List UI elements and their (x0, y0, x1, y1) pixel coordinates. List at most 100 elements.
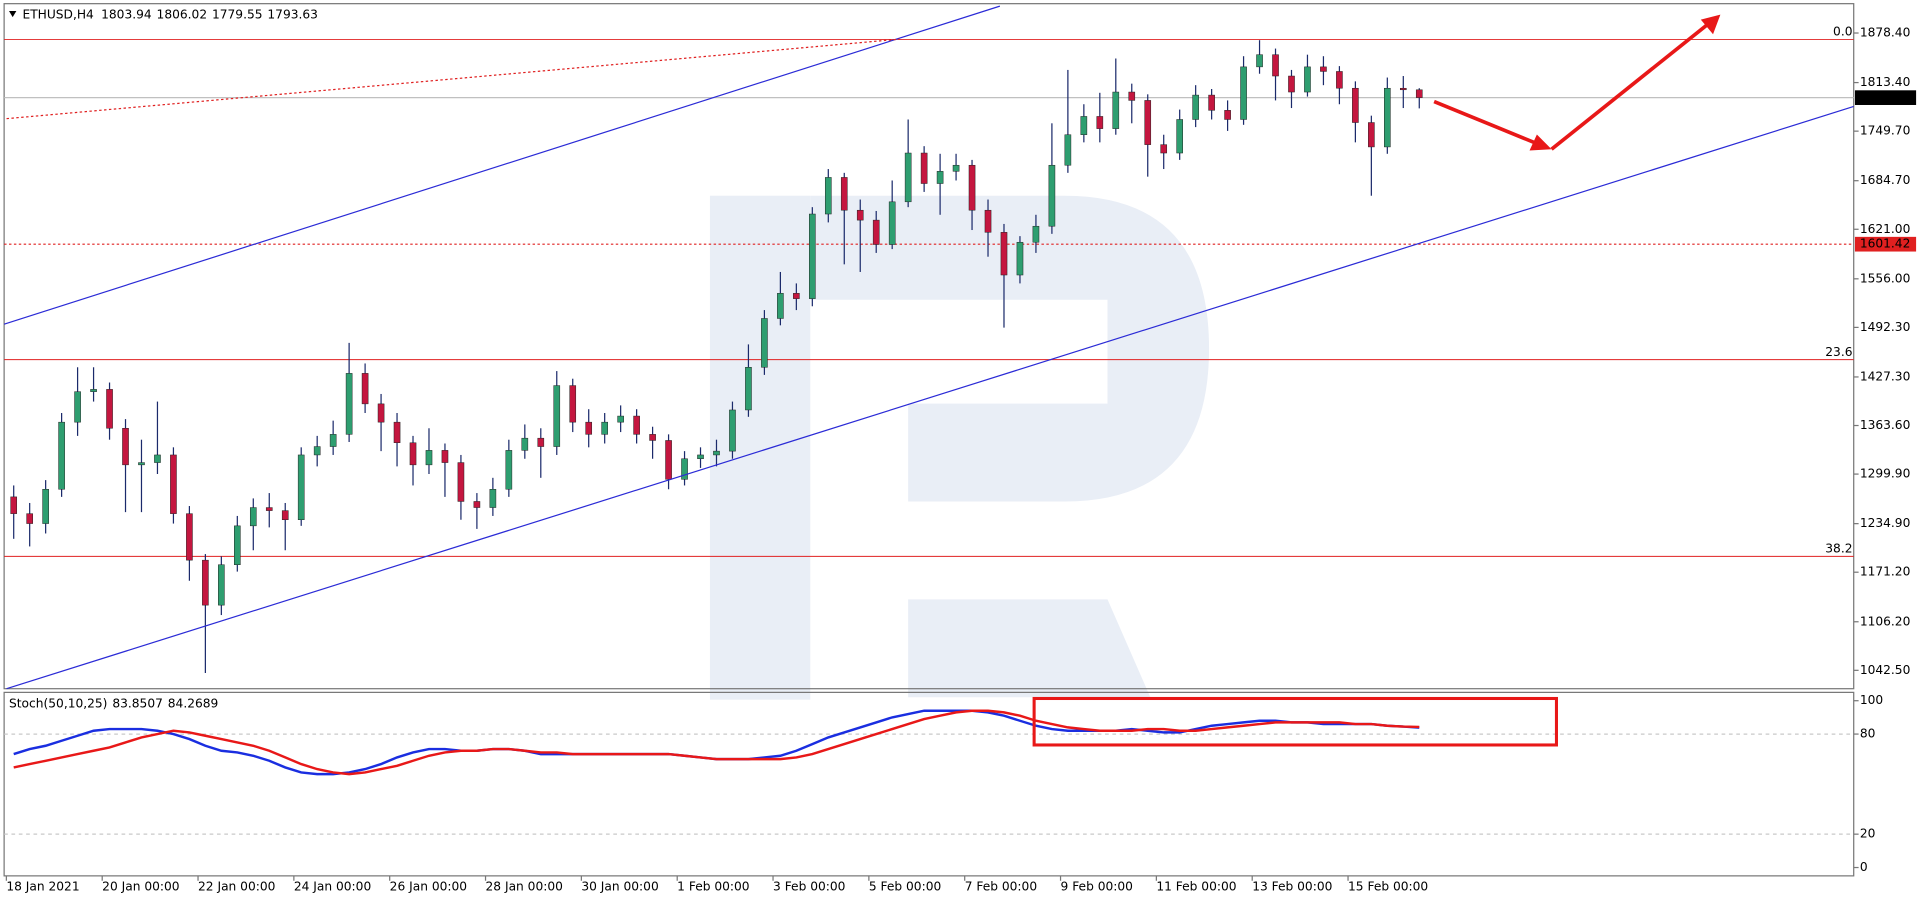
watermark-bowl (810, 195, 1210, 502)
highlight-box (1032, 696, 1558, 747)
candle-body (617, 415, 624, 423)
candle-body (106, 389, 113, 429)
x-tick-label: 28 Jan 00:00 (486, 879, 563, 893)
forecast-arrow-down (1433, 99, 1543, 148)
candle-body (1192, 94, 1199, 120)
candle-body (1224, 110, 1231, 120)
y-tick-label: 1171.20 (1860, 565, 1911, 579)
candle-body (1112, 91, 1120, 129)
candle-body (809, 213, 816, 299)
candle-body (234, 525, 241, 565)
header-low: 1779.55 (212, 7, 263, 21)
candle-body (1304, 66, 1311, 93)
x-tick-label: 15 Feb 00:00 (1348, 879, 1428, 893)
y-tick-label: 1749.70 (1860, 124, 1911, 138)
candle-body (553, 385, 561, 447)
y-tick-label: 1556.00 (1860, 271, 1911, 285)
candle-body (313, 446, 321, 456)
header-open: 1803.94 (101, 7, 152, 21)
candle-body (633, 415, 640, 435)
symbol: ETHUSD,H4 (22, 7, 94, 21)
candle-body (345, 373, 353, 435)
candle-body (569, 385, 577, 423)
candle-body (361, 373, 369, 405)
indicator-line (13, 709, 1420, 776)
candle-body (1352, 87, 1359, 123)
candle-body (1208, 94, 1215, 111)
x-tick-label: 3 Feb 00:00 (773, 879, 845, 893)
last-price-label: 1793.63 (1860, 90, 1911, 104)
candle-body (42, 489, 49, 524)
candle-body (665, 440, 672, 480)
x-tick-label: 20 Jan 00:00 (102, 879, 179, 893)
indicator-signal: 84.2689 (168, 696, 219, 710)
candle-body (904, 152, 912, 203)
candle-body (297, 454, 305, 520)
indicator-main: 83.8507 (112, 696, 163, 710)
candle-body (186, 513, 193, 561)
candle-body (473, 501, 481, 508)
candle-body (90, 389, 97, 392)
candle-body (1415, 89, 1423, 98)
candle-body (1144, 100, 1152, 145)
fib-label: 38.2 (1825, 542, 1852, 556)
candle-body (457, 462, 465, 502)
candle-body (409, 442, 417, 466)
candle-body (537, 437, 545, 447)
candle-body (936, 171, 944, 184)
candle-body (840, 177, 848, 211)
candle-body (968, 164, 976, 211)
fib-label: 0.0 (1833, 25, 1852, 39)
candle-body (1048, 164, 1056, 227)
y-tick-label: 20 (1860, 827, 1876, 841)
candle-body (761, 318, 768, 368)
indicator-pane (3, 691, 1855, 877)
y-tick-label: 1684.70 (1860, 173, 1911, 187)
candle-body (138, 462, 145, 466)
candle-body (1320, 66, 1327, 72)
candle-body (393, 421, 401, 443)
candle-body (1016, 241, 1024, 276)
candle-body (425, 450, 433, 466)
arrow-head (1700, 14, 1721, 35)
x-tick-label: 7 Feb 00:00 (965, 879, 1037, 893)
candle-body (1384, 87, 1391, 148)
candle-body (1064, 134, 1072, 166)
candle-body (713, 450, 720, 456)
y-tick-label: 1299.90 (1860, 467, 1911, 481)
candle-body (281, 510, 289, 520)
candle-body (1368, 122, 1375, 148)
candle-body (824, 177, 832, 215)
candle-body (585, 421, 593, 435)
price-level-tag (1854, 236, 1917, 252)
candle-body (202, 559, 209, 606)
y-tick-label: 1234.90 (1860, 516, 1911, 530)
header-close: 1793.63 (267, 7, 318, 21)
candle-body (601, 421, 608, 435)
x-tick-label: 26 Jan 00:00 (390, 879, 467, 893)
candle-body (521, 437, 529, 451)
header-high: 1806.02 (157, 7, 208, 21)
x-tick-label: 30 Jan 00:00 (581, 879, 658, 893)
channel-lower (6, 105, 1854, 690)
channel-upper (3, 5, 1001, 325)
candle-body (1336, 71, 1343, 89)
candle-body (218, 564, 225, 606)
candle-body (58, 421, 65, 490)
candle-body (649, 434, 656, 441)
candle-body (888, 201, 896, 245)
candle-body (154, 454, 161, 463)
candle-body (681, 458, 688, 480)
x-tick-label: 11 Feb 00:00 (1156, 879, 1236, 893)
candle-body (1240, 66, 1247, 120)
y-tick-label: 1427.30 (1860, 369, 1911, 383)
indicator-title: Stoch(50,10,25) (9, 696, 107, 710)
candle-body (170, 454, 177, 514)
y-tick-label: 80 (1860, 727, 1876, 741)
candle-body (793, 293, 800, 299)
arrow-head (1529, 134, 1552, 151)
header-arrow (9, 11, 17, 18)
candle-body (745, 367, 752, 411)
candle-body (1032, 225, 1040, 243)
watermark-leg (908, 599, 1151, 698)
